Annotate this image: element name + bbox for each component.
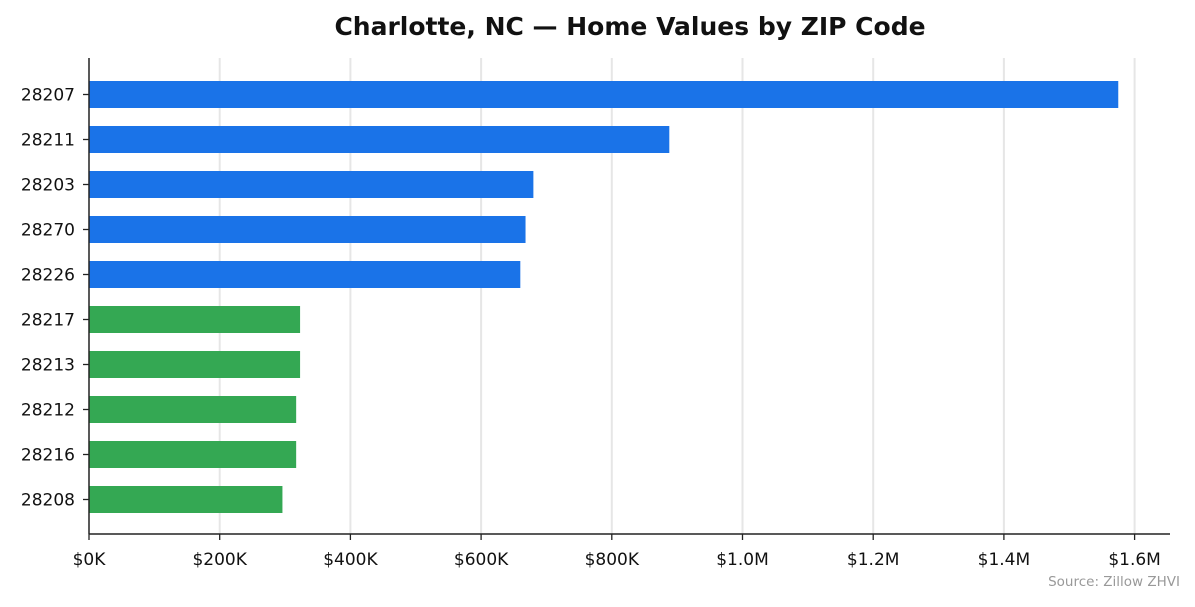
- y-tick-label: 28217: [21, 311, 75, 331]
- y-tick-label: 28226: [21, 266, 75, 286]
- x-tick-label: $1.2M: [847, 550, 900, 570]
- y-tick-label: 28207: [21, 86, 75, 106]
- bar-28212: [89, 396, 297, 423]
- bar-28211: [89, 126, 670, 153]
- source-note: Source: Zillow ZHVI: [1048, 574, 1180, 590]
- x-tick-label: $0K: [73, 550, 107, 570]
- y-tick-label: 28203: [21, 176, 75, 196]
- y-tick-label: 28216: [21, 446, 75, 466]
- y-tick-label: 28212: [21, 401, 75, 421]
- bar-28217: [89, 306, 301, 333]
- x-tick-label: $800K: [585, 550, 640, 570]
- x-tick-label: $600K: [454, 550, 509, 570]
- chart-title: Charlotte, NC — Home Values by ZIP Code: [334, 12, 925, 41]
- bar-28208: [89, 486, 283, 513]
- bar-28213: [89, 351, 301, 378]
- y-tick-label: 28213: [21, 356, 75, 376]
- x-tick-label: $400K: [323, 550, 378, 570]
- y-tick-label: 28270: [21, 221, 75, 241]
- bar-28226: [89, 261, 521, 288]
- bar-28207: [89, 81, 1119, 108]
- bar-28270: [89, 216, 526, 243]
- x-tick-label: $1.0M: [716, 550, 769, 570]
- y-tick-label: 28208: [21, 491, 75, 511]
- y-tick-label: 28211: [21, 131, 75, 151]
- bar-28203: [89, 171, 534, 198]
- x-tick-label: $1.4M: [978, 550, 1031, 570]
- x-tick-label: $1.6M: [1108, 550, 1161, 570]
- bar-28216: [89, 441, 297, 468]
- x-tick-label: $200K: [192, 550, 247, 570]
